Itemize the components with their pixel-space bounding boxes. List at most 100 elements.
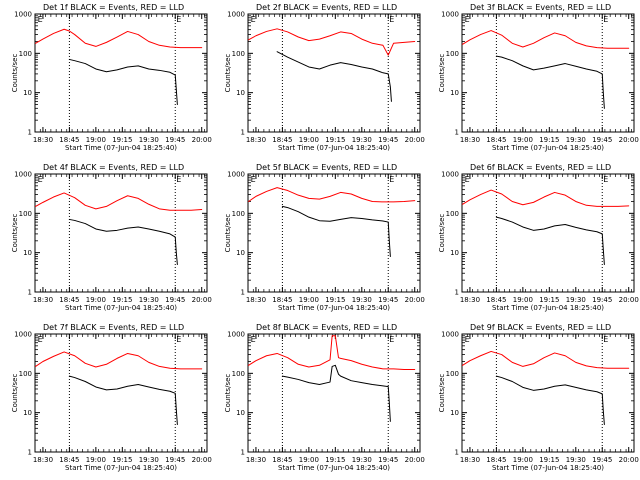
x-tick-label: 18:45	[272, 296, 292, 304]
y-tick-label: 10	[23, 409, 32, 417]
x-axis-label: Start Time (07-Jun-04 18:25:40)	[65, 304, 177, 312]
x-tick-label: 19:15	[325, 296, 345, 304]
x-tick-label: 19:00	[86, 456, 106, 464]
x-tick-label: 18:45	[486, 296, 506, 304]
x-axis-label: Start Time (07-Jun-04 18:25:40)	[65, 144, 177, 152]
x-tick-label: 19:00	[299, 296, 319, 304]
event-annotation: E	[603, 335, 608, 344]
chart-title: Det 5f BLACK = Events, RED = LLD	[256, 163, 397, 172]
chart-title: Det 9f BLACK = Events, RED = LLD	[470, 323, 611, 332]
lld-series-line	[248, 187, 416, 203]
y-tick-label: 1	[28, 289, 32, 297]
y-axis-label: Counts/sec	[438, 214, 446, 253]
y-axis-label: Counts/sec	[438, 374, 446, 413]
y-tick-label: 1	[241, 449, 245, 457]
y-tick-label: 100	[446, 50, 459, 58]
x-axis-label: Start Time (07-Jun-04 18:25:40)	[492, 144, 604, 152]
lld-series-line	[248, 28, 416, 56]
x-tick-label: 20:00	[619, 296, 639, 304]
chart-panel-2: Det 2f BLACK = Events, RED = LLD 1 10 100 10…	[224, 3, 425, 152]
plot-frame	[34, 173, 208, 293]
chart-panel-5: Det 5f BLACK = Events, RED = LLD 1 10 100 10…	[224, 163, 425, 312]
event-annotation: E	[603, 15, 608, 24]
event-annotation: E	[603, 175, 608, 184]
x-tick-label: 20:00	[192, 136, 212, 144]
event-annotation: E	[251, 175, 256, 184]
y-tick-label: 10	[236, 409, 245, 417]
x-tick-label: 19:30	[139, 296, 159, 304]
x-tick-label: 19:45	[378, 136, 398, 144]
x-tick-label: 19:15	[112, 136, 132, 144]
x-tick-label: 19:15	[325, 136, 345, 144]
x-tick-label: 20:00	[192, 296, 212, 304]
x-tick-label: 19:00	[86, 296, 106, 304]
y-tick-label: 10	[23, 249, 32, 257]
chart-panel-1: Det 1f BLACK = Events, RED = LLD 1 10 100 10…	[11, 3, 212, 152]
x-tick-label: 19:00	[513, 456, 533, 464]
plot-frame	[461, 333, 635, 453]
lld-series-line	[462, 189, 630, 207]
y-tick-label: 1000	[14, 171, 32, 179]
event-annotation: E	[465, 175, 470, 184]
lld-series-line	[462, 30, 630, 49]
plot-frame	[34, 13, 208, 133]
x-tick-label: 19:45	[592, 296, 612, 304]
x-tick-label: 18:45	[272, 456, 292, 464]
x-tick-label: 19:45	[378, 296, 398, 304]
x-tick-label: 19:15	[112, 296, 132, 304]
plot-frame	[247, 13, 421, 133]
x-tick-label: 19:30	[352, 456, 372, 464]
x-axis-label: Start Time (07-Jun-04 18:25:40)	[278, 464, 390, 472]
x-axis-label: Start Time (07-Jun-04 18:25:40)	[278, 144, 390, 152]
event-annotation: E	[251, 335, 256, 344]
y-tick-label: 100	[232, 210, 245, 218]
chart-title: Det 6f BLACK = Events, RED = LLD	[470, 163, 611, 172]
y-tick-label: 1	[28, 129, 32, 137]
chart-panel-7: Det 7f BLACK = Events, RED = LLD 1 10 100 10…	[11, 323, 212, 472]
x-tick-label: 18:45	[486, 456, 506, 464]
x-tick-label: 20:00	[619, 456, 639, 464]
y-tick-label: 1	[455, 449, 459, 457]
x-tick-label: 19:00	[513, 296, 533, 304]
x-tick-label: 18:45	[59, 136, 79, 144]
event-annotation: E	[389, 335, 394, 344]
x-tick-label: 18:30	[33, 456, 53, 464]
chart-panel-8: Det 8f BLACK = Events, RED = LLD 1 10 100 10…	[224, 323, 425, 472]
chart-panel-3: Det 3f BLACK = Events, RED = LLD 1 10 100 10…	[438, 3, 639, 152]
y-tick-label: 1000	[441, 331, 459, 339]
x-axis-label: Start Time (07-Jun-04 18:25:40)	[492, 464, 604, 472]
x-tick-label: 18:30	[460, 456, 480, 464]
y-tick-label: 100	[19, 50, 32, 58]
event-annotation: E	[38, 335, 43, 344]
y-tick-label: 1000	[227, 171, 245, 179]
y-tick-label: 1000	[227, 11, 245, 19]
y-tick-label: 10	[450, 89, 459, 97]
x-tick-label: 19:45	[165, 136, 185, 144]
y-tick-label: 100	[19, 210, 32, 218]
plot-frame	[34, 333, 208, 453]
event-annotation: E	[176, 335, 181, 344]
x-tick-label: 18:45	[272, 136, 292, 144]
y-tick-label: 100	[446, 370, 459, 378]
chart-panel-6: Det 6f BLACK = Events, RED = LLD 1 10 100 10…	[438, 163, 639, 312]
x-tick-label: 19:00	[513, 136, 533, 144]
chart-panel-4: Det 4f BLACK = Events, RED = LLD 1 10 100 10…	[11, 163, 212, 312]
y-tick-label: 10	[236, 89, 245, 97]
events-series-line	[495, 375, 605, 426]
y-tick-label: 100	[446, 210, 459, 218]
y-axis-label: Counts/sec	[11, 54, 19, 93]
x-axis-label: Start Time (07-Jun-04 18:25:40)	[492, 304, 604, 312]
y-tick-label: 1	[455, 289, 459, 297]
plot-frame	[247, 173, 421, 293]
x-tick-label: 20:00	[405, 136, 425, 144]
event-annotation: E	[176, 15, 181, 24]
y-tick-label: 100	[19, 370, 32, 378]
x-tick-label: 19:30	[352, 136, 372, 144]
plot-frame	[461, 13, 635, 133]
x-tick-label: 18:30	[460, 136, 480, 144]
y-tick-label: 1000	[441, 171, 459, 179]
y-tick-label: 1	[455, 129, 459, 137]
x-tick-label: 18:30	[246, 136, 266, 144]
y-axis-label: Counts/sec	[224, 214, 232, 253]
